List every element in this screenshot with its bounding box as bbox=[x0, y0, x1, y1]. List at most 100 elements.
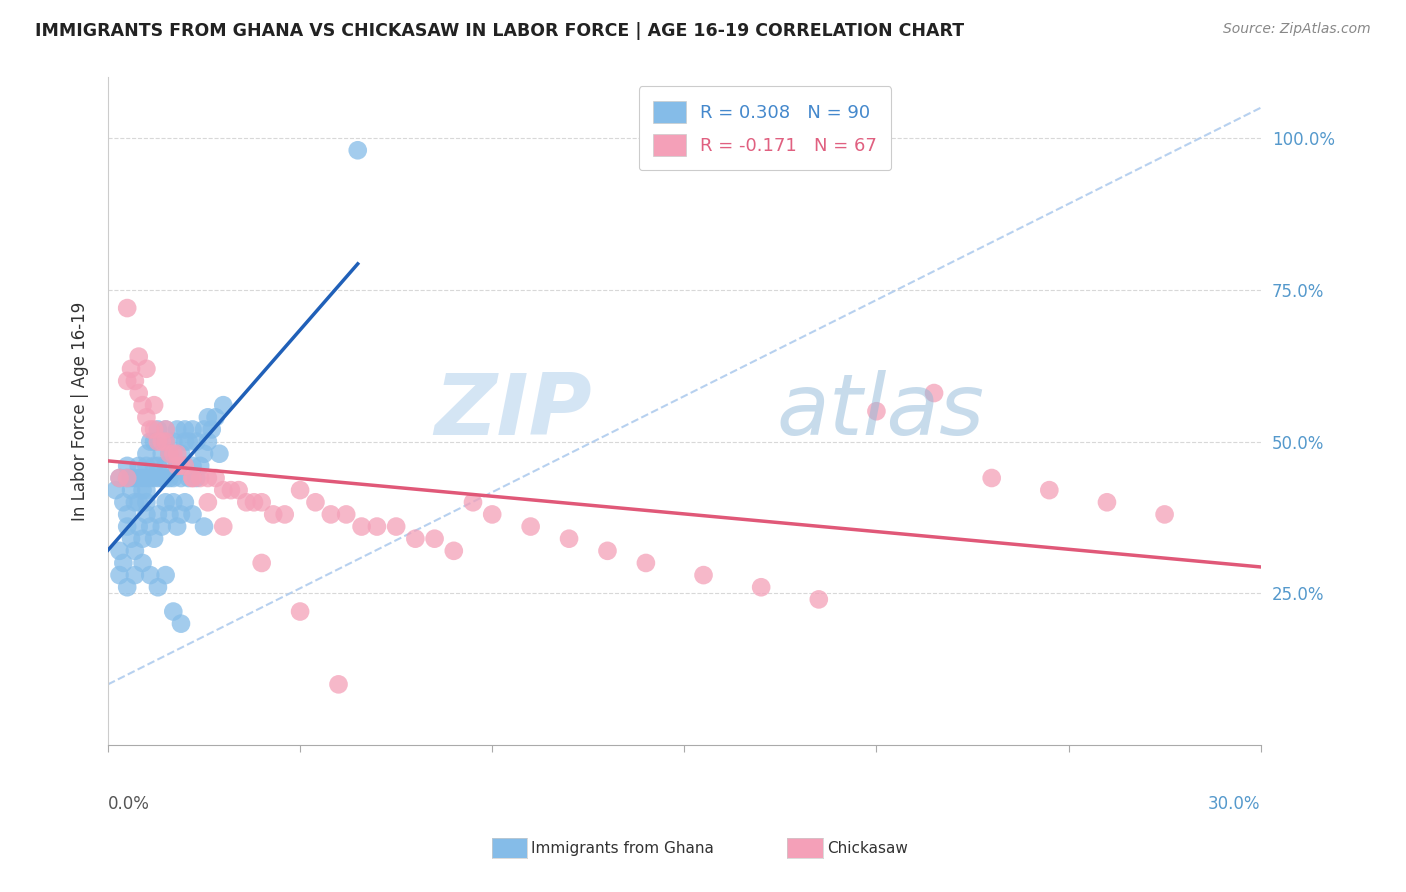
Point bbox=[385, 519, 408, 533]
Point bbox=[135, 495, 157, 509]
Point bbox=[634, 556, 657, 570]
Point bbox=[112, 556, 135, 570]
Point bbox=[150, 519, 173, 533]
Point bbox=[150, 447, 173, 461]
Point bbox=[461, 495, 484, 509]
Point bbox=[558, 532, 581, 546]
Point bbox=[197, 471, 219, 485]
Point bbox=[1095, 495, 1118, 509]
Point bbox=[201, 422, 224, 436]
Point bbox=[204, 410, 226, 425]
Point bbox=[128, 471, 150, 485]
Point bbox=[150, 471, 173, 485]
Point bbox=[159, 471, 181, 485]
Point bbox=[120, 361, 142, 376]
Point bbox=[131, 471, 153, 485]
Point bbox=[124, 568, 146, 582]
Point bbox=[131, 398, 153, 412]
Point bbox=[188, 471, 211, 485]
Point bbox=[115, 458, 138, 473]
Point bbox=[155, 422, 177, 436]
Point bbox=[197, 410, 219, 425]
Point bbox=[128, 519, 150, 533]
Point bbox=[1153, 508, 1175, 522]
Point bbox=[212, 519, 235, 533]
Point bbox=[166, 458, 188, 473]
Point bbox=[139, 471, 162, 485]
Point bbox=[146, 458, 169, 473]
Point bbox=[186, 471, 208, 485]
Point bbox=[166, 422, 188, 436]
Point bbox=[139, 434, 162, 449]
Point bbox=[807, 592, 830, 607]
Point bbox=[328, 677, 350, 691]
Point bbox=[1038, 483, 1060, 497]
Text: IMMIGRANTS FROM GHANA VS CHICKASAW IN LABOR FORCE | AGE 16-19 CORRELATION CHART: IMMIGRANTS FROM GHANA VS CHICKASAW IN LA… bbox=[35, 22, 965, 40]
Point bbox=[108, 471, 131, 485]
Point bbox=[181, 422, 204, 436]
Point bbox=[135, 458, 157, 473]
Point bbox=[135, 447, 157, 461]
Point bbox=[155, 434, 177, 449]
Point bbox=[146, 471, 169, 485]
Text: Source: ZipAtlas.com: Source: ZipAtlas.com bbox=[1223, 22, 1371, 37]
Point bbox=[135, 361, 157, 376]
Point bbox=[188, 458, 211, 473]
Point bbox=[170, 508, 193, 522]
Point bbox=[288, 605, 311, 619]
Point bbox=[124, 471, 146, 485]
Point bbox=[346, 143, 368, 157]
Point bbox=[208, 447, 231, 461]
Point bbox=[159, 447, 181, 461]
Point bbox=[135, 483, 157, 497]
Point bbox=[173, 495, 195, 509]
Text: Immigrants from Ghana: Immigrants from Ghana bbox=[531, 841, 714, 855]
Point bbox=[177, 434, 200, 449]
Point bbox=[423, 532, 446, 546]
Point bbox=[104, 483, 127, 497]
Legend: R = 0.308   N = 90, R = -0.171   N = 67: R = 0.308 N = 90, R = -0.171 N = 67 bbox=[638, 87, 891, 170]
Point bbox=[115, 301, 138, 315]
Point bbox=[250, 556, 273, 570]
Point bbox=[173, 422, 195, 436]
Point bbox=[162, 495, 184, 509]
Point bbox=[219, 483, 242, 497]
Point bbox=[108, 568, 131, 582]
Point bbox=[170, 447, 193, 461]
Point bbox=[186, 434, 208, 449]
Point bbox=[115, 580, 138, 594]
Point bbox=[155, 495, 177, 509]
Point bbox=[749, 580, 772, 594]
Point bbox=[980, 471, 1002, 485]
Point bbox=[350, 519, 373, 533]
Point bbox=[128, 495, 150, 509]
Point bbox=[481, 508, 503, 522]
Point bbox=[150, 434, 173, 449]
Point bbox=[177, 471, 200, 485]
Point bbox=[274, 508, 297, 522]
Point bbox=[181, 471, 204, 485]
Point bbox=[155, 568, 177, 582]
Point bbox=[143, 434, 166, 449]
Point bbox=[204, 471, 226, 485]
Text: Chickasaw: Chickasaw bbox=[827, 841, 908, 855]
Point bbox=[335, 508, 357, 522]
Point bbox=[115, 519, 138, 533]
Point bbox=[162, 434, 184, 449]
Point bbox=[173, 458, 195, 473]
Point bbox=[243, 495, 266, 509]
Point bbox=[197, 495, 219, 509]
Point bbox=[922, 386, 945, 401]
Point bbox=[146, 580, 169, 594]
Point bbox=[128, 458, 150, 473]
Point bbox=[692, 568, 714, 582]
Point bbox=[115, 374, 138, 388]
Point bbox=[181, 458, 204, 473]
Point bbox=[155, 471, 177, 485]
Point bbox=[181, 471, 204, 485]
Point bbox=[146, 422, 169, 436]
Point bbox=[162, 447, 184, 461]
Point bbox=[135, 508, 157, 522]
Point bbox=[139, 422, 162, 436]
Point bbox=[173, 458, 195, 473]
